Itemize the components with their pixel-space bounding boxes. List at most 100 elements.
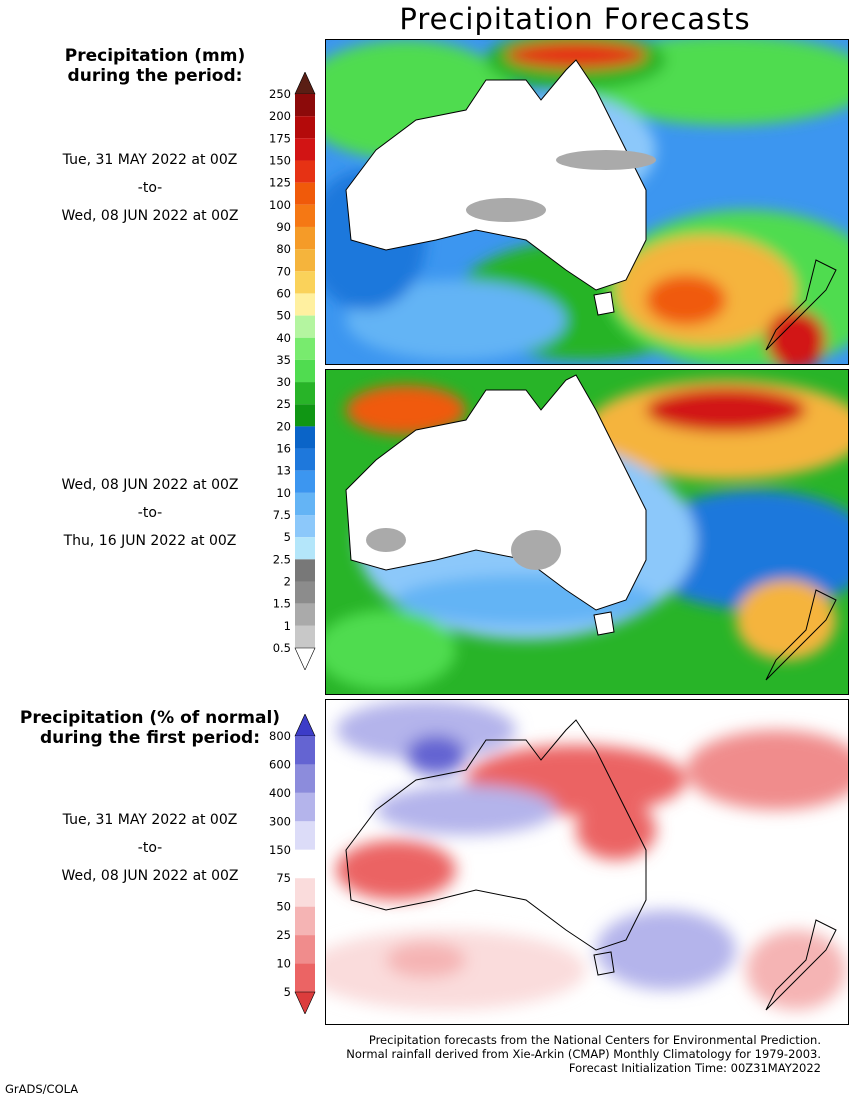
precip-colorbar-label: 80 — [276, 242, 291, 256]
precip-colorbar-label: 5 — [284, 530, 291, 544]
pct-colorbar-label: 400 — [269, 786, 291, 800]
pct-colorbar-swatch — [295, 792, 315, 822]
precip-map-week1 — [326, 40, 848, 364]
precip-colorbar-swatch — [295, 515, 315, 538]
new-zealand — [765, 589, 837, 681]
precip-colorbar-label: 1.5 — [273, 597, 291, 611]
panel1-to: -to- — [137, 180, 163, 196]
precip-colorbar-swatch — [295, 559, 315, 582]
new-zealand — [765, 919, 837, 1011]
precip-colorbar-label: 13 — [276, 464, 291, 478]
tasmania — [593, 611, 615, 636]
pct-normal-map — [326, 700, 848, 1024]
footer-line3: Forecast Initialization Time: 00Z31MAY20… — [568, 1061, 821, 1075]
pct-colorbar-label: 600 — [269, 757, 291, 771]
precip-colorbar-swatch — [295, 271, 315, 294]
map-panel-week1 — [325, 39, 849, 365]
new-zealand — [765, 259, 837, 351]
australia-landmass — [345, 374, 647, 611]
precip-colorbar-top-arrow — [294, 71, 316, 95]
pct-colorbar-label: 150 — [269, 843, 291, 857]
pct-colorbar-top-arrow — [294, 713, 316, 737]
precip-colorbar-swatch — [295, 382, 315, 405]
precip-colorbar-label: 90 — [276, 220, 291, 234]
pct-colorbar-swatch — [295, 736, 315, 765]
precip-colorbar: 250 200 175 150 125 100 90 80 70 60 50 40 35 30 25 20 16… — [260, 71, 320, 671]
pct-colorbar: 800 600 400 300 150 75 50 25 10 5 — [260, 713, 320, 1015]
precip-colorbar-bottom-arrow — [294, 647, 316, 671]
precip-colorbar-swatch — [295, 492, 315, 516]
pct-colorbar-swatch — [295, 963, 315, 992]
footer-line1: Precipitation forecasts from the Nationa… — [368, 1033, 821, 1047]
tasmania — [593, 951, 615, 976]
footer-line2: Normal rainfall derived from Xie-Arkin (… — [346, 1047, 821, 1061]
precip-colorbar-label: 150 — [269, 153, 291, 167]
map-panel-week2 — [325, 369, 849, 695]
precip-colorbar-label: 25 — [276, 397, 291, 411]
australia-landmass — [345, 59, 647, 291]
pct-colorbar-swatch — [295, 764, 315, 793]
precip-colorbar-swatch — [295, 204, 315, 227]
precip-colorbar-svg: 2502001751501251009080706050403530252016… — [269, 71, 316, 671]
page-title: Precipitation Forecasts — [399, 2, 751, 36]
precip-colorbar-swatch — [295, 603, 315, 626]
precip-colorbar-label: 2 — [284, 575, 291, 589]
precip-colorbar-swatch — [295, 226, 315, 250]
footer-notes: Precipitation forecasts from the Nationa… — [346, 1033, 821, 1075]
pct-colorbar-swatch — [295, 821, 315, 850]
pct-colorbar-svg: 800 600 400 300 150 75 50 25 10 5 — [269, 713, 316, 1015]
panel2-period: Wed, 08 JUN 2022 at 00Z -to- Thu, 16 JUN… — [30, 471, 270, 555]
panel2-start: Wed, 08 JUN 2022 at 00Z — [61, 477, 239, 493]
precip-colorbar-label: 50 — [276, 309, 291, 323]
pct-colorbar-swatch — [295, 849, 315, 879]
precip-colorbar-label: 10 — [276, 486, 291, 500]
pct-colorbar-swatch — [295, 935, 315, 964]
precip-colorbar-swatch — [295, 470, 315, 493]
precip-colorbar-swatch — [295, 404, 315, 427]
precip-colorbar-swatch — [295, 94, 315, 117]
panel3-period: Tue, 31 MAY 2022 at 00Z -to- Wed, 08 JUN… — [30, 806, 270, 890]
panel3-heading: Precipitation (% of normal) during the f… — [15, 708, 285, 748]
precip-map-week2 — [326, 370, 848, 694]
precip-colorbar-label: 2.5 — [273, 552, 291, 566]
precip-colorbar-swatch — [295, 625, 315, 648]
precip-colorbar-label: 0.5 — [273, 641, 291, 655]
precip-colorbar-label: 60 — [276, 286, 291, 300]
precip-colorbar-swatch — [295, 182, 315, 205]
pct-colorbar-bottom-arrow — [294, 991, 316, 1015]
precip-colorbar-swatch — [295, 293, 315, 316]
pct-colorbar-label: 75 — [276, 871, 291, 885]
precip-colorbar-label: 30 — [276, 375, 291, 389]
precip-colorbar-label: 100 — [269, 198, 291, 212]
panel3-to: -to- — [137, 840, 163, 856]
precip-colorbar-swatch — [295, 537, 315, 560]
pct-colorbar-label: 300 — [269, 814, 291, 828]
panel2-end: Thu, 16 JUN 2022 at 00Z — [63, 533, 237, 549]
pct-colorbar-swatch — [295, 906, 315, 936]
precip-colorbar-label: 20 — [276, 419, 291, 433]
precip-colorbar-swatch — [295, 160, 315, 183]
panel3-end: Wed, 08 JUN 2022 at 00Z — [61, 868, 239, 884]
panel1-period: Tue, 31 MAY 2022 at 00Z -to- Wed, 08 JUN… — [30, 146, 270, 230]
precip-colorbar-swatch — [295, 359, 315, 383]
tasmania — [593, 291, 615, 316]
precip-colorbar-label: 35 — [276, 353, 291, 367]
panel1-end: Wed, 08 JUN 2022 at 00Z — [61, 208, 239, 224]
precip-colorbar-swatch — [295, 581, 315, 604]
panel3-heading-line2: during the first period: — [39, 728, 261, 748]
precip-colorbar-swatch — [295, 448, 315, 471]
precip-colorbar-label: 40 — [276, 331, 291, 345]
map-panel-percent-normal — [325, 699, 849, 1025]
precip-colorbar-label: 250 — [269, 87, 291, 101]
panel3-start: Tue, 31 MAY 2022 at 00Z — [62, 812, 238, 828]
precip-colorbar-swatch — [295, 426, 315, 449]
panel1-heading-line2: during the period: — [67, 66, 243, 86]
pct-colorbar-swatch — [295, 878, 315, 907]
pct-colorbar-label: 5 — [284, 985, 291, 999]
precip-colorbar-label: 175 — [269, 131, 291, 145]
australia-landmass — [345, 719, 647, 951]
precip-colorbar-swatch — [295, 116, 315, 139]
panel1-heading-line1: Precipitation (mm) — [64, 46, 246, 66]
pct-colorbar-label: 25 — [276, 928, 291, 942]
grads-credit: GrADS/COLA — [5, 1082, 79, 1096]
